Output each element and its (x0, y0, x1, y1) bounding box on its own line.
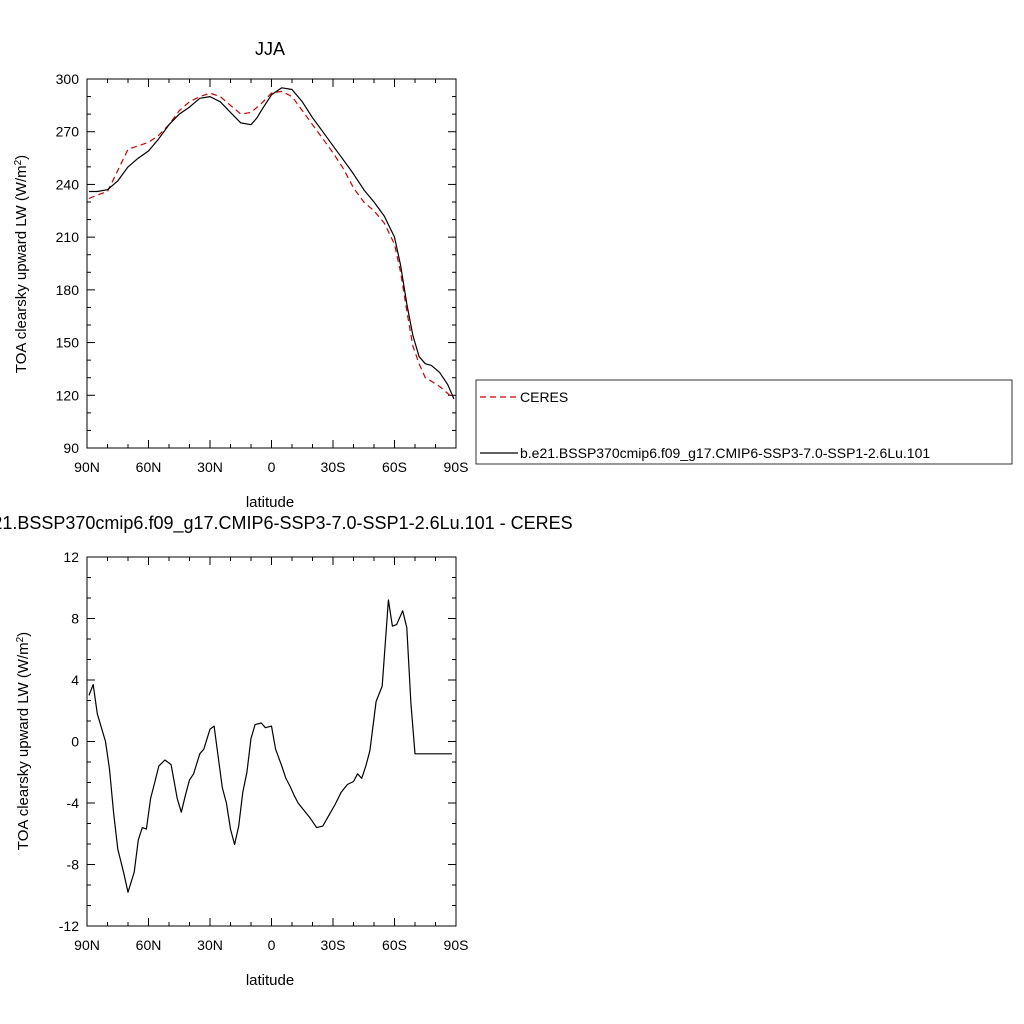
lower-x-tick-label: 30S (321, 937, 346, 953)
lower-x-tick-label: 60N (136, 937, 162, 953)
upper-y-tick-label: 300 (56, 71, 80, 87)
lower-x-tick-label: 90S (444, 937, 469, 953)
legend-label-model: b.e21.BSSP370cmip6.f09_g17.CMIP6-SSP3-7.… (520, 445, 930, 461)
lower-y-tick-label: -4 (67, 795, 80, 811)
lower-x-tick-label: 60S (382, 937, 407, 953)
upper-x-tick-label: 60N (136, 459, 162, 475)
lower-chart-y-axis-label: TOA clearsky upward LW (W/m2) (15, 632, 33, 850)
upper-y-tick-label: 90 (63, 440, 79, 456)
lower-y-tick-label: 12 (63, 549, 79, 565)
lower-y-tick-label: 0 (71, 734, 79, 750)
legend-box (475, 379, 1013, 465)
upper-chart-y-axis-label: TOA clearsky upward LW (W/m2) (13, 155, 31, 373)
lower-chart-title: b.e21.BSSP370cmip6.f09_g17.CMIP6-SSP3-7.… (0, 513, 573, 534)
upper-y-tick-label: 240 (56, 176, 80, 192)
upper-y-tick-label: 270 (56, 124, 80, 140)
lower-x-tick-label: 0 (268, 937, 276, 953)
upper-chart-title: JJA (255, 39, 285, 59)
upper-chart-lines (88, 87, 455, 400)
upper-y-tick-label: 120 (56, 387, 80, 403)
upper-x-tick-label: 0 (268, 459, 276, 475)
lower-y-tick-label: -12 (59, 918, 79, 934)
lower-y-tick-label: 8 (71, 611, 79, 627)
upper-chart-x-axis-label: latitude (246, 494, 294, 511)
lower-x-tick-label: 30N (197, 937, 223, 953)
upper-series-line-0 (88, 90, 455, 400)
legend: CERES b.e21.BSSP370cmip6.f09_g17.CMIP6-S… (475, 379, 1013, 465)
upper-x-tick-label: 90N (74, 459, 100, 475)
upper-chart-panel: JJA 90 120 150 180 210 240 270 300 90N 60N 30N 0 30S… (13, 39, 469, 511)
upper-y-tick-label: 180 (56, 282, 80, 298)
legend-label-ceres: CERES (520, 389, 568, 405)
lower-series-line-0 (88, 599, 452, 893)
lower-y-tick-label: 4 (71, 672, 79, 688)
upper-y-tick-label: 210 (56, 229, 80, 245)
upper-x-tick-label: 90S (444, 459, 469, 475)
lower-x-tick-label: 90N (74, 937, 100, 953)
lower-chart-frame (86, 556, 457, 927)
lower-chart-ticks: -12 -8 -4 0 4 8 12 90N 60N 30N 0 30S 60S 90S (59, 549, 469, 953)
upper-chart-ticks: 90 120 150 180 210 240 270 300 90N 60N 30N 0 30S 60S 9… (56, 71, 469, 475)
upper-x-tick-label: 60S (382, 459, 407, 475)
upper-x-tick-label: 30S (321, 459, 346, 475)
upper-series-line-1 (89, 87, 455, 400)
lower-y-tick-label: -8 (67, 857, 80, 873)
lower-chart-lines (88, 599, 452, 893)
upper-y-tick-label: 150 (56, 335, 80, 351)
lower-chart-x-axis-label: latitude (246, 972, 294, 989)
upper-x-tick-label: 30N (197, 459, 223, 475)
lower-chart-panel: b.e21.BSSP370cmip6.f09_g17.CMIP6-SSP3-7.… (0, 513, 573, 989)
